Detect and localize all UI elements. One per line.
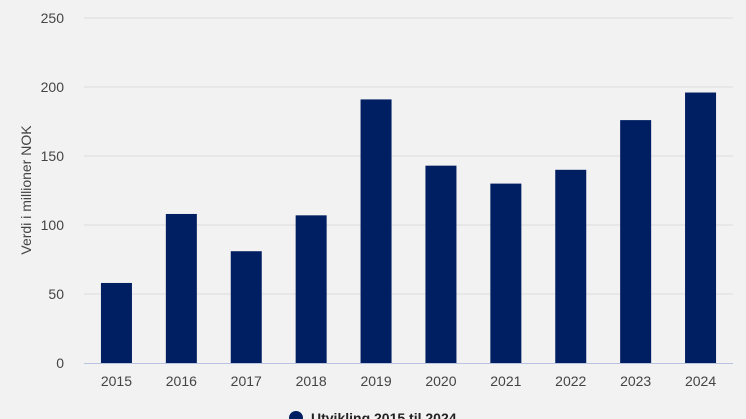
x-tick-label: 2016 bbox=[166, 373, 197, 389]
y-tick-label: 0 bbox=[56, 355, 64, 371]
x-tick-label: 2024 bbox=[685, 373, 716, 389]
y-axis-ticks: 0 50 100 150 200 250 bbox=[41, 10, 65, 371]
x-tick-label: 2015 bbox=[101, 373, 132, 389]
y-axis-label: Verdi i millioner NOK bbox=[18, 125, 34, 255]
bar-2016[interactable] bbox=[165, 213, 197, 363]
x-tick-label: 2017 bbox=[231, 373, 262, 389]
legend[interactable]: Utvikling 2015 til 2024 bbox=[289, 410, 457, 419]
x-tick-label: 2019 bbox=[360, 373, 391, 389]
bar-2022[interactable] bbox=[555, 169, 587, 363]
y-tick-label: 150 bbox=[41, 148, 65, 164]
bar-2021[interactable] bbox=[490, 183, 522, 363]
bar-2020[interactable] bbox=[425, 165, 457, 363]
bar-2017[interactable] bbox=[230, 251, 262, 363]
x-tick-label: 2020 bbox=[425, 373, 456, 389]
x-axis-ticks: 2015 2016 2017 2018 2019 2020 2021 2022 2023 2024 bbox=[101, 373, 716, 389]
x-tick-label: 2023 bbox=[620, 373, 651, 389]
x-tick-label: 2021 bbox=[490, 373, 521, 389]
y-tick-label: 250 bbox=[41, 10, 65, 26]
y-tick-label: 100 bbox=[41, 217, 65, 233]
x-tick-label: 2018 bbox=[296, 373, 327, 389]
bar-2015[interactable] bbox=[100, 282, 132, 363]
bar-2024[interactable] bbox=[685, 92, 717, 364]
bar-2018[interactable] bbox=[295, 215, 327, 363]
legend-swatch bbox=[289, 411, 303, 419]
legend-label: Utvikling 2015 til 2024 bbox=[311, 410, 457, 419]
bars bbox=[100, 92, 717, 364]
y-tick-label: 50 bbox=[48, 286, 64, 302]
x-tick-label: 2022 bbox=[555, 373, 586, 389]
bar-2019[interactable] bbox=[360, 99, 392, 364]
bar-2023[interactable] bbox=[620, 120, 652, 364]
y-tick-label: 200 bbox=[41, 79, 65, 95]
